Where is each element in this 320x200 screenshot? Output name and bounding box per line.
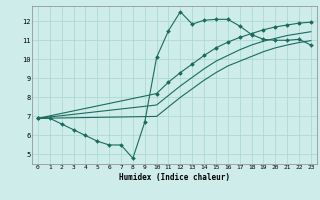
- X-axis label: Humidex (Indice chaleur): Humidex (Indice chaleur): [119, 173, 230, 182]
